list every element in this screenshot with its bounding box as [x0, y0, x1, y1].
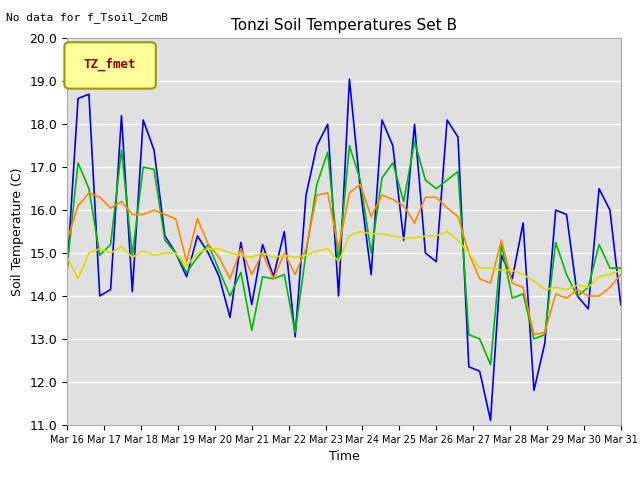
X-axis label: Time: Time — [328, 450, 360, 463]
FancyBboxPatch shape — [65, 42, 156, 89]
Y-axis label: Soil Temperature (C): Soil Temperature (C) — [11, 168, 24, 296]
Text: No data for f_Tsoil_2cmB: No data for f_Tsoil_2cmB — [6, 12, 168, 23]
Text: TZ_fmet: TZ_fmet — [84, 58, 136, 72]
Title: Tonzi Soil Temperatures Set B: Tonzi Soil Temperatures Set B — [231, 18, 457, 33]
